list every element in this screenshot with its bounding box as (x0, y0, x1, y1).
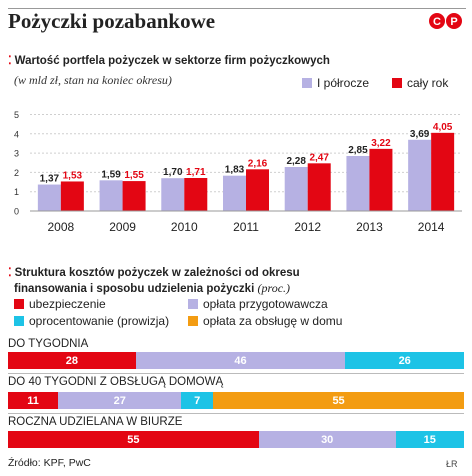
data-label: 3,22 (371, 138, 391, 149)
section2-heading: ⁚ Struktura kosztów pożyczek w zależności… (8, 265, 300, 279)
legend2-label-2: oprocentowanie (prowizja) (29, 314, 170, 328)
top-rule (8, 8, 466, 9)
bar-h1 (284, 166, 308, 211)
bar-segment: 11 (8, 392, 59, 409)
bar-segment: 30 (258, 431, 396, 448)
data-label: 2,28 (286, 156, 306, 167)
y-tick-label: 3 (14, 149, 19, 159)
y-tick-label: 0 (14, 207, 19, 217)
svg-text:P: P (450, 16, 457, 28)
y-tick-label: 5 (14, 110, 19, 120)
bar-year (307, 163, 331, 211)
y-tick-label: 4 (14, 129, 19, 139)
legend2-swatch-0 (14, 299, 24, 309)
x-tick-label: 2008 (48, 220, 75, 234)
bar-year (246, 169, 269, 211)
data-label: 3,69 (410, 129, 430, 140)
y-tick-label: 1 (14, 187, 19, 197)
copyright-logo: C P (428, 12, 464, 30)
legend2-item-0: ubezpieczenie (14, 297, 106, 311)
section-marker-icon: ⁚ (8, 267, 12, 279)
row-label-1: DO 40 TYGODNI Z OBSŁUGĄ DOMOWĄ (8, 376, 224, 388)
bar-h1 (161, 178, 185, 211)
stacked-bar-row-0: 28 46 26 (8, 352, 464, 369)
section2-heading-unit: (proc.) (257, 281, 291, 295)
stacked-bar-row-1: 11 27 7 55 (8, 392, 464, 409)
section1-heading: ⁚ Wartość portfela pożyczek w sektorze fi… (8, 53, 330, 67)
data-label: 1,83 (225, 165, 245, 176)
section2-heading-2: finansowania i sposobu udzielenia pożycz… (14, 281, 290, 296)
x-tick-label: 2011 (233, 220, 259, 234)
bar-h1 (408, 139, 432, 211)
bar-year (122, 181, 146, 211)
data-label: 4,05 (433, 122, 453, 133)
legend2-swatch-3 (188, 316, 198, 326)
data-label: 1,59 (101, 169, 121, 180)
data-label: 2,16 (248, 158, 268, 169)
legend-item-year: cały rok (392, 76, 448, 90)
legend2-item-1: opłata przygotowawcza (188, 297, 328, 311)
data-label: 1,53 (63, 170, 83, 181)
row-divider (8, 413, 464, 414)
section2-heading-line2: finansowania i sposobu udzielenia pożycz… (14, 283, 255, 295)
data-label: 1,55 (124, 170, 144, 181)
legend-swatch-h1 (302, 78, 312, 88)
bar-segment: 26 (345, 352, 464, 369)
bar-h1 (223, 175, 246, 211)
data-label: 2,85 (348, 145, 368, 156)
bar-segment: 46 (135, 352, 346, 369)
section1-heading-text: Wartość portfela pożyczek w sektorze fir… (14, 55, 330, 67)
bar-h1 (346, 155, 370, 211)
bar-h1 (99, 180, 123, 211)
x-tick-label: 2013 (356, 220, 383, 234)
bar-h1 (37, 184, 61, 211)
legend2-swatch-2 (14, 316, 24, 326)
svg-text:C: C (433, 16, 441, 28)
legend2-item-3: opłata za obsługę w domu (188, 314, 342, 328)
bar-segment: 28 (8, 352, 136, 369)
data-label: 2,47 (309, 152, 329, 163)
bar-year (184, 177, 208, 211)
bar-segment: 27 (58, 392, 182, 409)
x-tick-label: 2009 (109, 220, 136, 234)
bar-year (369, 148, 393, 211)
legend-label-h1: I półrocze (317, 76, 370, 90)
portfolio-bar-chart: 0 1 2 3 4 5 1,37 1,53 2008 1,59 1,55 2009 1,70 1,71 20… (14, 110, 462, 234)
y-tick-label: 2 (14, 168, 19, 178)
bar-segment: 55 (8, 431, 259, 448)
bar-year (431, 132, 455, 211)
legend-label-year: cały rok (407, 76, 449, 90)
section1-subtitle: (w mld zł, stan na koniec okresu) (14, 73, 172, 87)
x-tick-label: 2012 (294, 220, 321, 234)
row-label-2: ROCZNA UDZIELANA W BIURZE (8, 416, 183, 428)
bar-segment: 15 (395, 431, 464, 448)
bar-segment: 55 (213, 392, 464, 409)
legend2-label-3: opłata za obsługę w domu (203, 314, 343, 328)
legend-item-h1: I półrocze (302, 76, 369, 90)
data-label: 1,37 (40, 174, 60, 185)
x-tick-label: 2010 (171, 220, 198, 234)
row-label-0: DO TYGODNIA (8, 338, 89, 350)
legend2-item-2: oprocentowanie (prowizja) (14, 314, 169, 328)
author-signature: ŁR (446, 459, 458, 469)
bar-year (60, 181, 84, 211)
legend2-swatch-1 (188, 299, 198, 309)
section2-heading-line1: Struktura kosztów pożyczek w zależności … (14, 267, 300, 279)
row-divider (8, 373, 464, 374)
legend2-label-1: opłata przygotowawcza (203, 297, 328, 311)
source-note: Źródło: KPF, PwC (8, 457, 91, 469)
stacked-bar-row-2: 55 30 15 (8, 431, 464, 448)
x-tick-label: 2014 (418, 220, 445, 234)
legend-swatch-year (392, 78, 402, 88)
page-title: Pożyczki pozabankowe (8, 9, 216, 33)
legend2-label-0: ubezpieczenie (29, 297, 106, 311)
bar-segment: 7 (181, 392, 214, 409)
section-marker-icon: ⁚ (8, 55, 12, 67)
data-label: 1,70 (163, 167, 183, 178)
data-label: 1,71 (186, 167, 206, 178)
